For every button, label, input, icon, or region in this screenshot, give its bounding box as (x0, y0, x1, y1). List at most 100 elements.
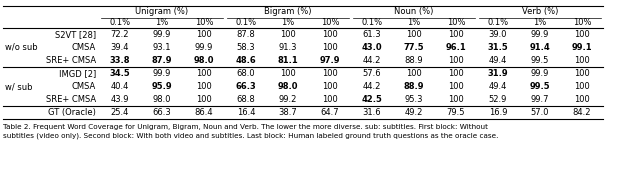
Text: 96.1: 96.1 (445, 43, 467, 52)
Text: SRE+ CMSA: SRE+ CMSA (46, 95, 96, 104)
Text: 100: 100 (322, 95, 338, 104)
Text: 39.0: 39.0 (489, 30, 508, 39)
Text: 10%: 10% (195, 18, 213, 27)
Text: 99.5: 99.5 (531, 56, 549, 65)
Text: Table 2. Frequent Word Coverage for Unigram, Bigram, Noun and Verb. The lower th: Table 2. Frequent Word Coverage for Unig… (3, 124, 488, 130)
Text: 100: 100 (196, 30, 212, 39)
Text: 81.1: 81.1 (278, 56, 298, 65)
Text: 68.8: 68.8 (237, 95, 255, 104)
Text: 44.2: 44.2 (363, 56, 381, 65)
Text: 100: 100 (406, 30, 422, 39)
Text: 97.9: 97.9 (320, 56, 340, 65)
Text: 100: 100 (448, 82, 464, 91)
Text: 0.1%: 0.1% (488, 18, 509, 27)
Text: 84.2: 84.2 (573, 108, 591, 117)
Text: 100: 100 (448, 30, 464, 39)
Text: SRE+ CMSA: SRE+ CMSA (46, 56, 96, 65)
Text: 99.7: 99.7 (531, 95, 549, 104)
Text: 25.4: 25.4 (111, 108, 129, 117)
Text: 100: 100 (196, 95, 212, 104)
Text: 79.5: 79.5 (447, 108, 465, 117)
Text: 100: 100 (574, 95, 590, 104)
Text: 43.9: 43.9 (111, 95, 129, 104)
Text: 49.4: 49.4 (489, 82, 507, 91)
Text: 44.2: 44.2 (363, 82, 381, 91)
Text: 100: 100 (448, 95, 464, 104)
Text: subtitles (video only). Second block: With both video and subtitles. Last block:: subtitles (video only). Second block: Wi… (3, 132, 499, 139)
Text: 87.8: 87.8 (237, 30, 255, 39)
Text: 99.9: 99.9 (153, 69, 171, 78)
Text: 100: 100 (574, 56, 590, 65)
Text: 1%: 1% (282, 18, 294, 27)
Text: 57.0: 57.0 (531, 108, 549, 117)
Text: 98.0: 98.0 (278, 82, 298, 91)
Text: 1%: 1% (533, 18, 547, 27)
Text: 34.5: 34.5 (109, 69, 131, 78)
Text: 57.6: 57.6 (363, 69, 381, 78)
Text: Bigram (%): Bigram (%) (264, 7, 312, 16)
Text: 100: 100 (322, 30, 338, 39)
Text: w/o sub: w/o sub (5, 43, 38, 52)
Text: 100: 100 (574, 30, 590, 39)
Text: 48.6: 48.6 (236, 56, 257, 65)
Text: CMSA: CMSA (72, 43, 96, 52)
Text: 100: 100 (280, 30, 296, 39)
Text: Verb (%): Verb (%) (522, 7, 558, 16)
Text: 99.5: 99.5 (530, 82, 550, 91)
Text: 38.7: 38.7 (278, 108, 298, 117)
Text: w/ sub: w/ sub (5, 82, 33, 91)
Text: 43.0: 43.0 (362, 43, 382, 52)
Text: 42.5: 42.5 (362, 95, 383, 104)
Text: 39.4: 39.4 (111, 43, 129, 52)
Text: 91.4: 91.4 (530, 43, 550, 52)
Text: 91.3: 91.3 (279, 43, 297, 52)
Text: 100: 100 (322, 69, 338, 78)
Text: 100: 100 (196, 69, 212, 78)
Text: GT (Oracle): GT (Oracle) (48, 108, 96, 117)
Text: 72.2: 72.2 (111, 30, 129, 39)
Text: 64.7: 64.7 (321, 108, 339, 117)
Text: 10%: 10% (321, 18, 339, 27)
Text: 99.9: 99.9 (531, 30, 549, 39)
Text: Unigram (%): Unigram (%) (136, 7, 189, 16)
Text: 100: 100 (322, 82, 338, 91)
Text: 77.5: 77.5 (404, 43, 424, 52)
Text: 99.1: 99.1 (572, 43, 592, 52)
Text: 61.3: 61.3 (363, 30, 381, 39)
Text: 100: 100 (574, 82, 590, 91)
Text: 98.0: 98.0 (194, 56, 214, 65)
Text: 16.4: 16.4 (237, 108, 255, 117)
Text: Noun (%): Noun (%) (394, 7, 434, 16)
Text: 40.4: 40.4 (111, 82, 129, 91)
Text: 0.1%: 0.1% (236, 18, 257, 27)
Text: 87.9: 87.9 (152, 56, 172, 65)
Text: 1%: 1% (156, 18, 168, 27)
Text: 66.3: 66.3 (236, 82, 257, 91)
Text: 68.0: 68.0 (237, 69, 255, 78)
Text: S2VT [28]: S2VT [28] (55, 30, 96, 39)
Text: 10%: 10% (573, 18, 591, 27)
Text: 31.9: 31.9 (488, 69, 508, 78)
Text: 52.9: 52.9 (489, 95, 507, 104)
Text: 99.2: 99.2 (279, 95, 297, 104)
Text: 31.5: 31.5 (488, 43, 508, 52)
Text: 66.3: 66.3 (152, 108, 172, 117)
Text: CMSA: CMSA (72, 82, 96, 91)
Text: 95.9: 95.9 (152, 82, 172, 91)
Text: 88.9: 88.9 (404, 56, 423, 65)
Text: 99.9: 99.9 (153, 30, 171, 39)
Text: 0.1%: 0.1% (109, 18, 131, 27)
Text: 88.9: 88.9 (404, 82, 424, 91)
Text: 58.3: 58.3 (237, 43, 255, 52)
Text: 1%: 1% (408, 18, 420, 27)
Text: 0.1%: 0.1% (362, 18, 383, 27)
Text: 93.1: 93.1 (153, 43, 172, 52)
Text: 49.2: 49.2 (405, 108, 423, 117)
Text: 100: 100 (322, 43, 338, 52)
Text: 100: 100 (574, 69, 590, 78)
Text: IMGD [2]: IMGD [2] (59, 69, 96, 78)
Text: 100: 100 (448, 69, 464, 78)
Text: 10%: 10% (447, 18, 465, 27)
Text: 100: 100 (280, 69, 296, 78)
Text: 95.3: 95.3 (404, 95, 423, 104)
